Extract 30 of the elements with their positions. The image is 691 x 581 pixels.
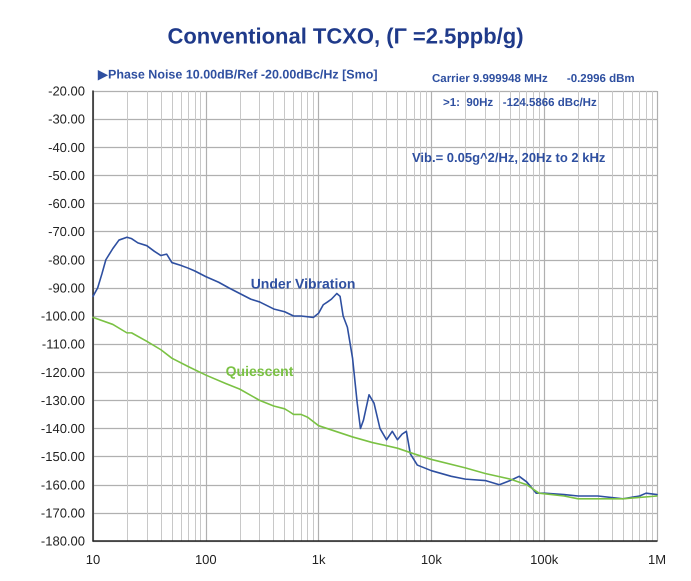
text: Carrier 9.999948 MHz -0.2996 dBm [432,73,635,85]
annotation: >1: 90Hz -124.5866 dBc/Hz [443,97,597,109]
chart-title: Conventional TCXO, (Γ =2.5ppb/g) [167,24,524,48]
y-tick-label: -50.00 [48,168,85,183]
annotation: Vib.= 0.05g^2/Hz, 20Hz to 2 kHz [412,150,606,165]
x-tick-label: 10 [86,552,100,567]
y-tick-label: -80.00 [48,252,85,268]
x-tick-label: 1M [648,552,666,567]
x-tick-label: 100k [530,552,559,567]
y-tick-label: -140.00 [40,421,85,436]
y-tick-label: -130.00 [40,392,85,408]
y-tick-label: -60.00 [48,196,85,211]
y-tick-label: -30.00 [48,112,85,127]
y-tick-label: -170.00 [40,505,85,520]
y-tick-label: -90.00 [48,280,85,296]
y-tick-label: -100.00 [40,308,85,324]
y-tick-label: -70.00 [48,224,85,240]
series-label: Quiescent [226,362,294,379]
y-tick-label: -110.00 [42,336,85,352]
y-tick-label: -180.00 [40,534,85,548]
y-tick-label: -160.00 [40,477,85,492]
y-tick-label: -40.00 [48,140,85,155]
x-tick-label: 10k [420,552,442,567]
text: ▶Phase Noise 10.00dB/Ref -20.00dBc/Hz [Smo] [97,68,378,82]
series-label: Under Vibration [250,276,356,292]
y-tick-label: -20.00 [48,84,85,98]
y-tick-label: -150.00 [40,449,85,464]
y-tick-label: -120.00 [40,364,85,380]
x-tick-label: 100 [194,552,217,567]
x-tick-label: 1k [312,552,326,567]
